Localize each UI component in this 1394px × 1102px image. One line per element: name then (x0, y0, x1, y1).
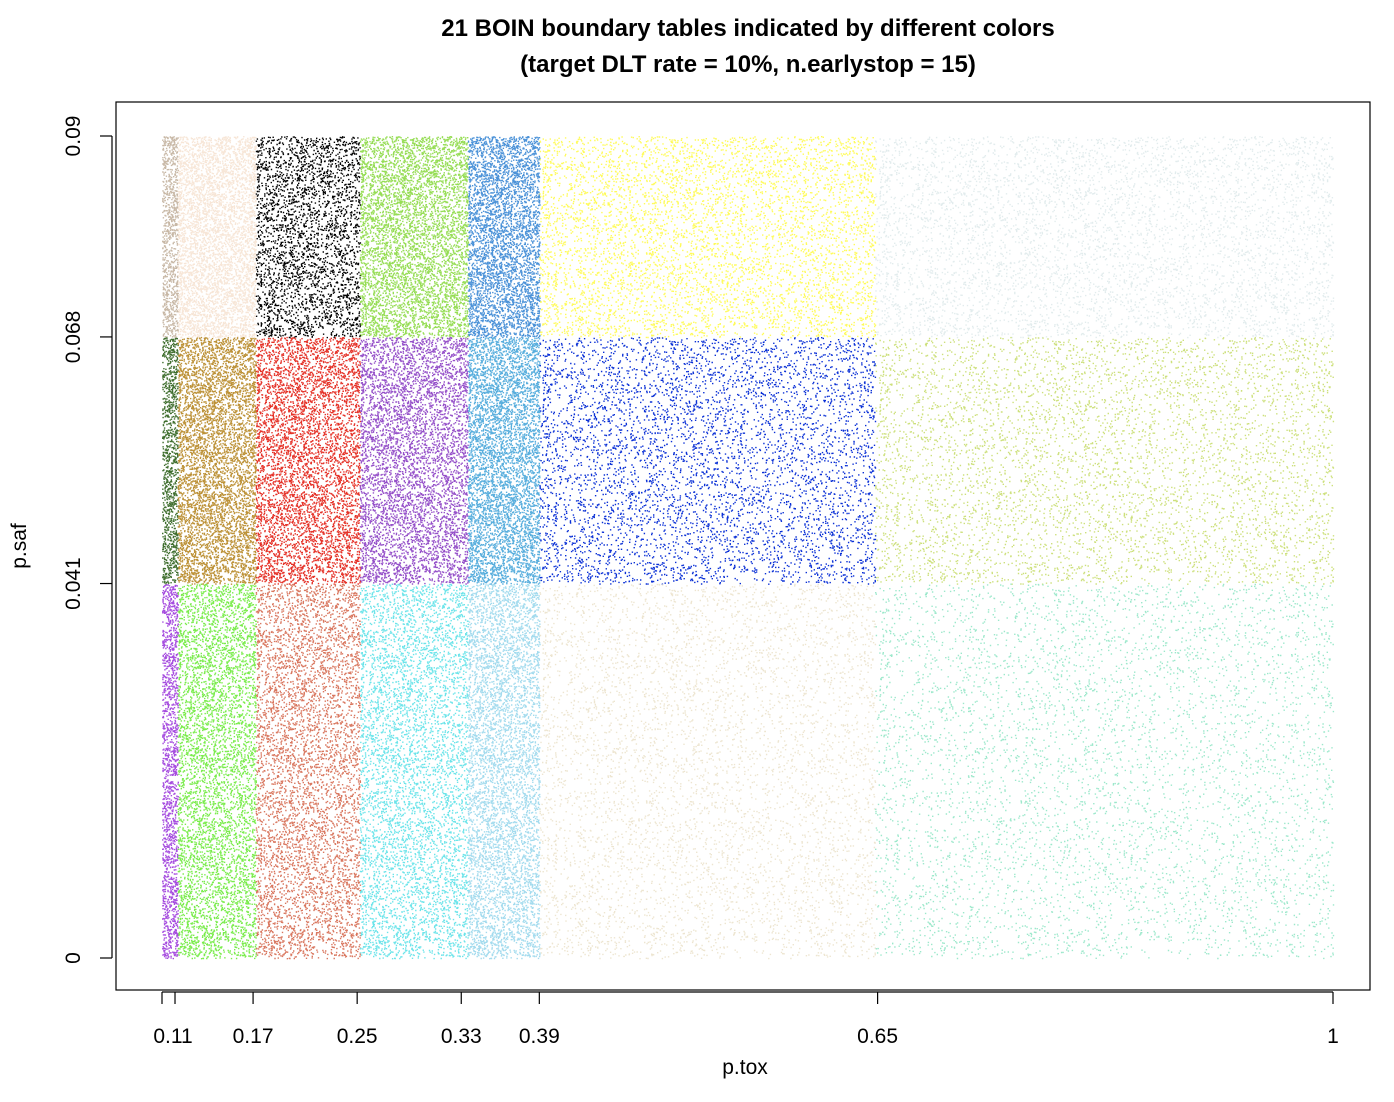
scatter-points-21 (875, 583, 1335, 960)
scatter-region-2 (177, 136, 258, 339)
scatter-region-14 (875, 336, 1335, 585)
x-tick-label-4: 0.33 (441, 1025, 482, 1048)
scatter-points-12 (467, 336, 541, 585)
y-tick-label-1: 0 (62, 952, 85, 964)
scatter-points-14 (875, 336, 1335, 585)
scatter-region-7 (875, 136, 1335, 339)
scatter-region-12 (467, 336, 541, 585)
scatter-points-6 (539, 136, 877, 339)
scatter-points-10 (255, 336, 362, 585)
scatter-points-9 (177, 336, 258, 585)
scatter-region-3 (255, 136, 362, 339)
chart-subtitle: (target DLT rate = 10%, n.earlystop = 15… (520, 51, 976, 78)
x-tick-label-3: 0.25 (337, 1025, 378, 1048)
y-axis-label: p.saf (8, 523, 31, 569)
scatter-regions (162, 136, 1335, 960)
x-tick-label-1: 0.11 (153, 1025, 192, 1048)
x-tick-label-2: 0.17 (233, 1025, 274, 1048)
scatter-points-18 (359, 583, 470, 960)
x-tick-label-7: 1 (1327, 1025, 1339, 1048)
scatter-region-20 (539, 583, 877, 960)
scatter-region-10 (255, 336, 362, 585)
chart-title: 21 BOIN boundary tables indicated by dif… (441, 15, 1054, 42)
y-tick-label-3: 0.068 (62, 311, 85, 364)
scatter-points-1 (162, 136, 179, 338)
scatter-points-20 (539, 583, 877, 960)
scatter-region-6 (539, 136, 877, 339)
scatter-points-8 (162, 337, 179, 585)
scatter-region-8 (162, 337, 179, 585)
scatter-region-13 (539, 336, 877, 585)
y-tick-label-2: 0.041 (62, 557, 85, 610)
x-tick-label-6: 0.65 (857, 1025, 898, 1048)
scatter-region-17 (255, 583, 362, 960)
x-tick-label-5: 0.39 (519, 1025, 560, 1048)
scatter-region-11 (359, 336, 470, 585)
scatter-region-4 (359, 136, 470, 339)
scatter-points-7 (875, 136, 1335, 339)
scatter-points-16 (177, 583, 258, 960)
scatter-points-13 (539, 336, 877, 585)
scatter-region-9 (177, 336, 258, 585)
scatter-points-15 (162, 584, 179, 960)
x-axis: 0.11 0.17 0.25 0.33 0.39 0.65 1 (153, 991, 1339, 1048)
scatter-points-17 (255, 583, 362, 960)
scatter-region-16 (177, 583, 258, 960)
scatter-points-11 (359, 336, 470, 585)
scatter-region-19 (467, 583, 541, 960)
y-axis: 0 0.041 0.068 0.09 (62, 116, 113, 964)
scatter-region-15 (162, 584, 179, 960)
scatter-region-18 (359, 583, 470, 960)
scatter-points-3 (255, 136, 362, 339)
scatter-region-21 (875, 583, 1335, 960)
scatter-region-5 (467, 136, 541, 339)
plot-frame (115, 101, 1371, 991)
scatter-points-4 (359, 136, 470, 339)
y-tick-label-4: 0.09 (62, 116, 85, 157)
scatter-points-19 (467, 583, 541, 960)
scatter-points-5 (467, 136, 541, 339)
scatter-region-1 (162, 136, 179, 338)
x-axis-label: p.tox (722, 1056, 768, 1079)
scatter-points-2 (177, 136, 258, 339)
